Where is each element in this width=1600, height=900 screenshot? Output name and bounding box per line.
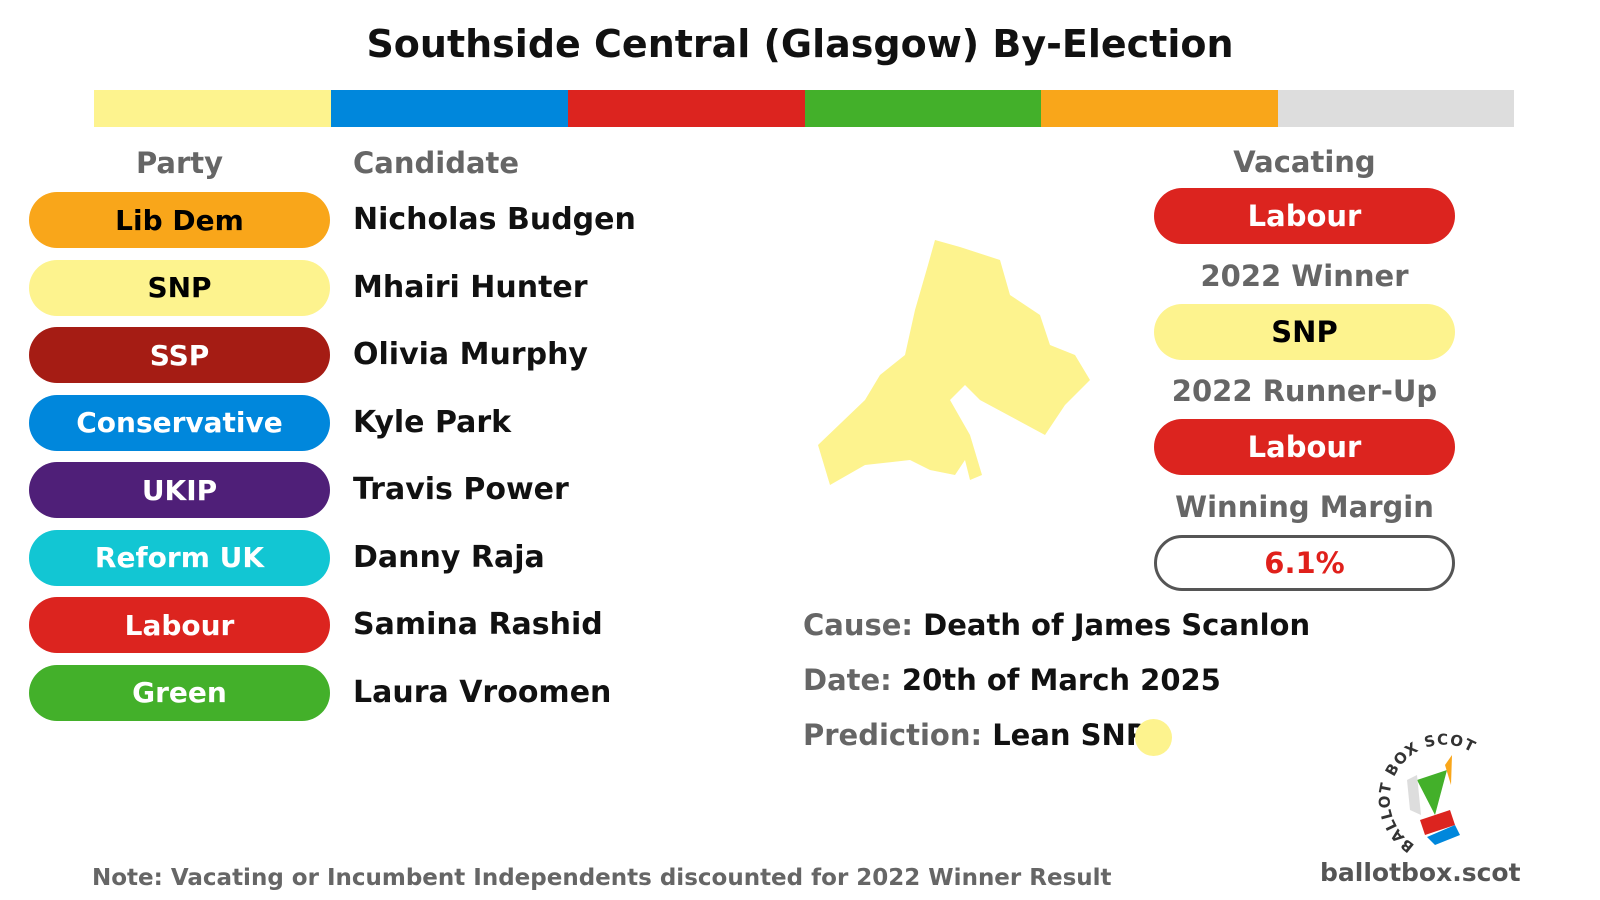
color-strip — [94, 90, 331, 127]
vacating-label: Vacating — [1233, 145, 1376, 179]
runner-up-pill: Labour — [1154, 419, 1455, 475]
vacating-pill: Labour — [1154, 188, 1455, 244]
winner-label: 2022 Winner — [1200, 259, 1409, 293]
margin-label: Winning Margin — [1175, 490, 1434, 524]
party-pill: UKIP — [29, 462, 330, 518]
constituency-map — [818, 240, 1090, 485]
logo-shape — [1445, 755, 1452, 785]
runner-up-label: 2022 Runner-Up — [1171, 374, 1438, 408]
color-strip — [568, 90, 805, 127]
title: Southside Central (Glasgow) By-Election — [366, 22, 1234, 66]
footnote: Note: Vacating or Incumbent Independents… — [92, 865, 1112, 891]
party-header: Party — [135, 146, 224, 180]
logo-url: ballotbox.scot — [1320, 858, 1521, 887]
candidate-name: Kyle Park — [353, 404, 512, 440]
color-strip — [1041, 90, 1278, 127]
detail-label: Date: — [803, 663, 892, 697]
detail-line: Date: 20th of March 2025 — [803, 663, 1221, 697]
detail-line: Prediction: Lean SNP — [803, 718, 1147, 752]
logo-shape — [1427, 825, 1460, 845]
candidate-name: Olivia Murphy — [353, 337, 588, 372]
detail-value: 20th of March 2025 — [901, 663, 1221, 697]
logo: BALLOT BOX SCOTLAND — [1355, 725, 1478, 856]
candidate-header: Candidate — [353, 146, 520, 180]
color-strip — [1278, 90, 1514, 127]
candidate-name: Danny Raja — [353, 539, 545, 575]
party-pill: SSP — [29, 327, 330, 383]
party-pill: Labour — [29, 597, 330, 653]
detail-value: Lean SNP — [992, 718, 1148, 752]
detail-label: Cause: — [803, 608, 914, 642]
detail-label: Prediction: — [803, 718, 983, 752]
candidate-name: Travis Power — [353, 472, 569, 507]
map-shape — [818, 240, 1090, 485]
party-pill: SNP — [29, 259, 330, 316]
candidate-name: Laura Vroomen — [353, 674, 612, 710]
candidate-name: Mhairi Hunter — [353, 269, 588, 305]
party-pill: Lib Dem — [29, 192, 330, 248]
margin-pill: 6.1% — [1154, 535, 1455, 591]
prediction-dot — [1135, 719, 1172, 756]
party-pill: Conservative — [29, 394, 330, 451]
winner-pill: SNP — [1154, 304, 1455, 360]
party-pill: Green — [29, 664, 330, 721]
detail-line: Cause: Death of James Scanlon — [803, 608, 1310, 642]
detail-value: Death of James Scanlon — [923, 608, 1311, 642]
color-strip — [805, 90, 1041, 127]
party-pill: Reform UK — [29, 529, 330, 586]
logo-shape — [1417, 770, 1447, 815]
logo-shape — [1420, 810, 1455, 835]
candidate-name: Samina Rashid — [353, 607, 603, 642]
color-strip — [331, 90, 568, 127]
logo-shape — [1407, 775, 1421, 815]
candidate-name: Nicholas Budgen — [353, 202, 636, 237]
